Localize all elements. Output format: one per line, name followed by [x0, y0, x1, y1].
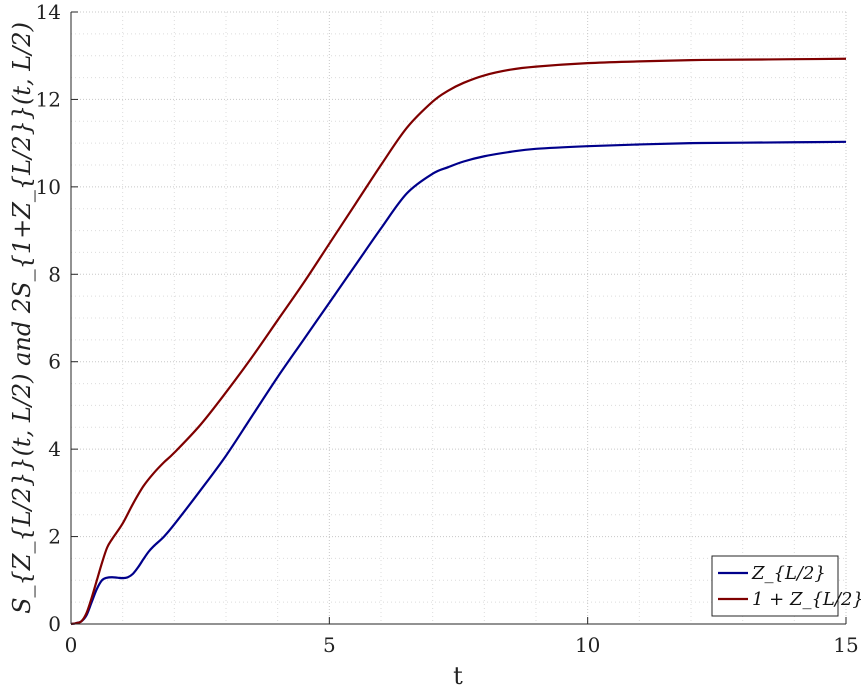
x-tick-label: 15	[833, 633, 858, 657]
axes	[70, 11, 847, 625]
x-tick-label: 5	[323, 633, 336, 657]
y-tick-label: 4	[48, 437, 61, 461]
y-axis-label: S_{Z_{L/2}}(t, L/2) and 2S_{1+Z_{L/2}}(t…	[8, 22, 36, 614]
legend: Z_{L/2} 1 + Z_{L/2}	[711, 555, 861, 617]
y-tick-label: 12	[36, 87, 61, 111]
series-line-2	[70, 57, 847, 626]
y-tick-label: 8	[48, 262, 61, 286]
x-tick-label: 10	[575, 633, 600, 657]
minor-grid	[71, 12, 846, 624]
y-tick-label: 14	[36, 0, 61, 24]
legend-box	[711, 555, 839, 617]
axis-labels: t S_{Z_{L/2}}(t, L/2) and 2S_{1+Z_{L/2}}…	[8, 22, 463, 688]
y-tick-label: 2	[48, 525, 61, 549]
y-tick-label: 10	[36, 175, 61, 199]
y-tick-label: 6	[48, 350, 61, 374]
x-tick-label: 0	[65, 633, 78, 657]
legend-label-1: Z_{L/2}	[751, 563, 826, 584]
x-axis-label: t	[453, 662, 463, 688]
series-layer	[70, 57, 847, 626]
series-line-1	[70, 140, 847, 626]
tick-labels: 0 5 10 15 0 2 4 6 8 10 12 14	[36, 0, 859, 657]
legend-label-2: 1 + Z_{L/2}	[752, 589, 861, 610]
y-tick-label: 0	[48, 612, 61, 636]
